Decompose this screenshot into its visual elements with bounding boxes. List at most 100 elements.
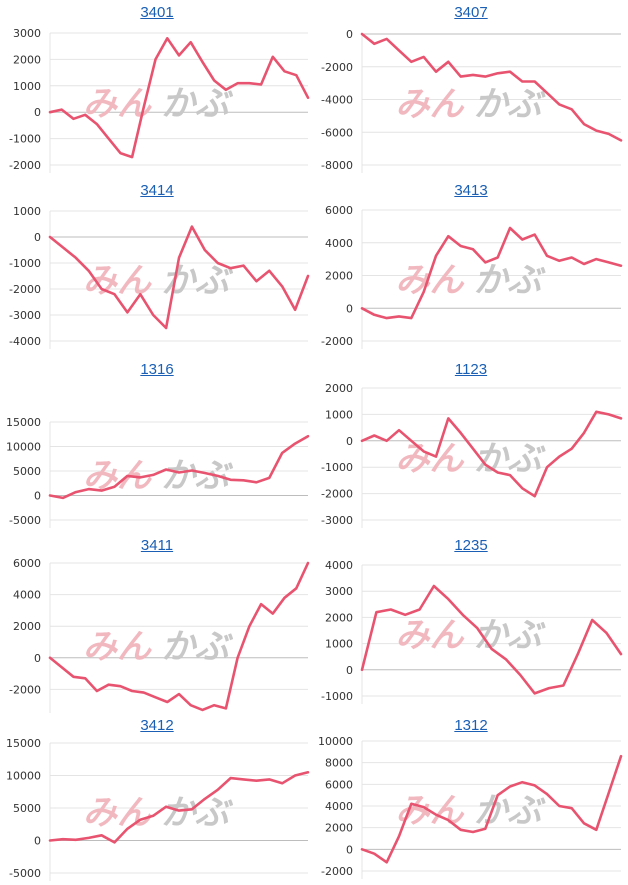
y-tick-label: -3000 xyxy=(321,514,353,527)
y-tick-label: 3000 xyxy=(325,585,353,598)
chart-panel: 3401 3000 2000 1000 0 -1000 -2000 みん かぶ xyxy=(0,0,314,178)
y-tick-label: -2000 xyxy=(9,683,41,696)
series-line xyxy=(48,434,310,500)
y-tick-label: 4000 xyxy=(13,589,41,602)
y-tick-label: 6000 xyxy=(13,557,41,570)
y-tick-label: 1000 xyxy=(13,80,41,93)
chart-panel: 1123 2000 1000 0 -1000 -2000 -3000 みん かぶ xyxy=(314,357,628,533)
y-tick-label: -1000 xyxy=(9,257,41,270)
chart-title-link[interactable]: 3412 xyxy=(140,717,174,734)
y-tick-label: -6000 xyxy=(321,126,353,139)
chart-title-link[interactable]: 1316 xyxy=(140,361,174,378)
chart-svg: 6000 4000 2000 0 -2000 みん かぶ xyxy=(321,204,623,349)
y-tick-label: 5000 xyxy=(13,802,41,815)
chart-title-link[interactable]: 3414 xyxy=(140,182,174,199)
y-tick-label: 4000 xyxy=(325,237,353,250)
watermark-logo-left: みん xyxy=(83,627,152,667)
watermark-logo-right: かぶ xyxy=(161,456,234,496)
y-tick-label: 4000 xyxy=(325,559,353,572)
chart-svg: 2000 1000 0 -1000 -2000 -3000 みん かぶ xyxy=(321,382,623,528)
chart-title-link[interactable]: 1123 xyxy=(454,361,488,378)
watermark-logo-left: みん xyxy=(396,261,465,301)
y-tick-label: 0 xyxy=(346,843,353,856)
chart-panel: 3407 0 -2000 -4000 -6000 -8000 みん かぶ xyxy=(314,0,628,178)
y-tick-label: -2000 xyxy=(321,61,353,74)
chart-panel: 1312 10000 8000 6000 4000 2000 0 -2000 みん かぶ xyxy=(314,713,628,885)
y-tick-label: -2000 xyxy=(321,335,353,348)
y-tick-label: 1000 xyxy=(13,205,41,218)
y-tick-label: -2000 xyxy=(321,488,353,501)
series-line xyxy=(48,561,310,712)
y-tick-label: -2000 xyxy=(321,865,353,878)
y-tick-label: -2000 xyxy=(9,159,41,172)
y-tick-label: 15000 xyxy=(6,416,41,429)
chart-panel: 3412 15000 10000 5000 0 -5000 みん かぶ xyxy=(0,713,314,885)
watermark-logo-right: かぶ xyxy=(474,616,547,656)
watermark-logo-right: かぶ xyxy=(161,627,234,667)
watermark-logo-left: みん xyxy=(396,616,465,656)
series-line xyxy=(48,225,310,330)
chart-panel: 1316 15000 10000 5000 0 -5000 みん かぶ xyxy=(0,357,314,533)
series-line xyxy=(360,584,623,695)
series-line xyxy=(360,754,623,864)
watermark-logo-left: みん xyxy=(396,439,465,479)
y-tick-label: 5000 xyxy=(13,465,41,478)
y-tick-label: 1000 xyxy=(325,408,353,421)
watermark-logo-right: かぶ xyxy=(474,791,547,831)
watermark-logo-right: かぶ xyxy=(474,85,547,125)
y-tick-label: 0 xyxy=(34,106,41,119)
y-tick-label: -1000 xyxy=(9,133,41,146)
y-tick-label: 0 xyxy=(34,231,41,244)
y-tick-label: 10000 xyxy=(318,735,353,748)
y-tick-label: -1000 xyxy=(321,461,353,474)
chart-title-link[interactable]: 3407 xyxy=(454,4,488,21)
y-tick-label: 4000 xyxy=(325,800,353,813)
watermark-logo-right: かぶ xyxy=(161,84,234,124)
series-line xyxy=(360,226,623,320)
chart-title-link[interactable]: 3401 xyxy=(140,4,174,21)
y-tick-label: 15000 xyxy=(6,737,41,750)
watermark-logo-right: かぶ xyxy=(161,793,234,833)
chart-panel: 1235 4000 3000 2000 1000 0 -1000 みん かぶ xyxy=(314,533,628,713)
y-tick-label: -2000 xyxy=(9,283,41,296)
series-line xyxy=(48,36,310,159)
y-tick-label: 0 xyxy=(34,652,41,665)
y-tick-label: 10000 xyxy=(6,770,41,783)
y-tick-label: -1000 xyxy=(321,690,353,703)
y-tick-label: 8000 xyxy=(325,757,353,770)
y-tick-label: 2000 xyxy=(325,382,353,395)
chart-title-link[interactable]: 3411 xyxy=(140,537,174,554)
y-tick-label: 2000 xyxy=(13,620,41,633)
series-line xyxy=(360,410,623,498)
chart-panel: 3414 1000 0 -1000 -2000 -3000 -4000 みん かぶ xyxy=(0,178,314,357)
y-tick-label: 0 xyxy=(34,490,41,503)
y-tick-label: 3000 xyxy=(13,27,41,40)
chart-svg: 4000 3000 2000 1000 0 -1000 みん かぶ xyxy=(321,559,623,704)
y-tick-label: -8000 xyxy=(321,159,353,172)
y-tick-label: 1000 xyxy=(325,638,353,651)
y-tick-label: 2000 xyxy=(13,53,41,66)
y-tick-label: 0 xyxy=(346,664,353,677)
y-tick-label: -4000 xyxy=(321,94,353,107)
y-tick-label: 2000 xyxy=(325,822,353,835)
chart-panel: 3413 6000 4000 2000 0 -2000 みん かぶ xyxy=(314,178,628,357)
chart-svg: 0 -2000 -4000 -6000 -8000 みん かぶ xyxy=(321,28,623,173)
y-tick-label: 0 xyxy=(34,835,41,848)
watermark-logo-left: みん xyxy=(83,793,152,833)
y-tick-label: 2000 xyxy=(325,270,353,283)
chart-title-link[interactable]: 3413 xyxy=(454,182,488,199)
y-tick-label: -4000 xyxy=(9,335,41,348)
y-tick-label: -3000 xyxy=(9,309,41,322)
chart-title-link[interactable]: 1235 xyxy=(454,537,488,554)
y-tick-label: 10000 xyxy=(6,441,41,454)
chart-title-link[interactable]: 1312 xyxy=(454,717,488,734)
y-tick-label: 6000 xyxy=(325,778,353,791)
